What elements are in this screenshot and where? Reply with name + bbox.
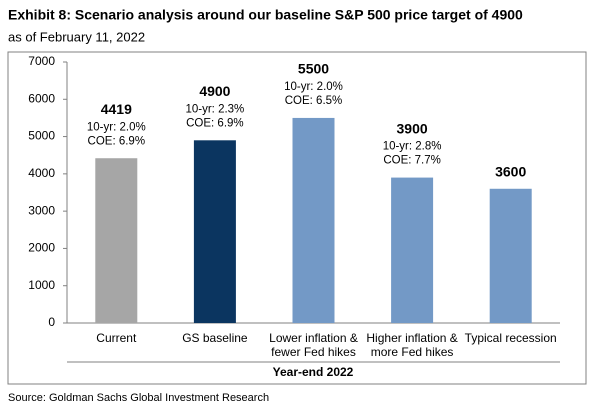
y-tick-label: 5000 <box>28 129 55 143</box>
annotation: COE: 7.7% <box>383 155 441 167</box>
value-label: 3600 <box>495 163 526 179</box>
annotation: 10-yr: 2.8% <box>383 141 442 153</box>
x-tick-label: Typical recession <box>464 331 557 345</box>
y-tick-label: 0 <box>48 315 55 329</box>
annotation: 10-yr: 2.0% <box>87 121 146 133</box>
source: Source: Goldman Sachs Global Investment … <box>8 392 269 404</box>
chart-subtitle: as of February 11, 2022 <box>8 29 145 44</box>
x-tick-label: GS baseline <box>182 331 248 345</box>
x-tick-label: Current <box>96 331 137 345</box>
bar <box>95 158 138 323</box>
x-tick-label: Higher inflation & more Fed hikes <box>366 331 458 359</box>
y-tick-label: 2000 <box>28 241 55 255</box>
annotation: 10-yr: 2.3% <box>185 103 244 115</box>
chart-frame <box>7 51 587 385</box>
bar <box>391 177 434 323</box>
x-axis-label: Year-end 2022 <box>273 365 354 379</box>
value-label: 4419 <box>101 101 132 117</box>
annotation: 10-yr: 2.0% <box>284 81 343 93</box>
x-tick-label: Lower inflation & fewer Fed hikes <box>269 331 358 359</box>
y-tick-label: 6000 <box>28 91 55 105</box>
y-tick-label: 1000 <box>28 278 55 292</box>
y-tick-label: 7000 <box>28 54 55 68</box>
bar <box>193 140 236 323</box>
y-tick-label: 3000 <box>28 203 55 217</box>
value-label: 3900 <box>397 120 428 136</box>
annotation: COE: 6.9% <box>186 117 244 129</box>
bar <box>292 117 335 323</box>
bar <box>489 188 532 323</box>
value-label: 4900 <box>199 83 230 99</box>
annotation: COE: 6.5% <box>285 95 343 107</box>
y-tick-label: 4000 <box>28 166 55 180</box>
value-label: 5500 <box>298 61 329 77</box>
chart-title: Exhibit 8: Scenario analysis around our … <box>8 7 523 23</box>
annotation: COE: 6.9% <box>88 135 146 147</box>
